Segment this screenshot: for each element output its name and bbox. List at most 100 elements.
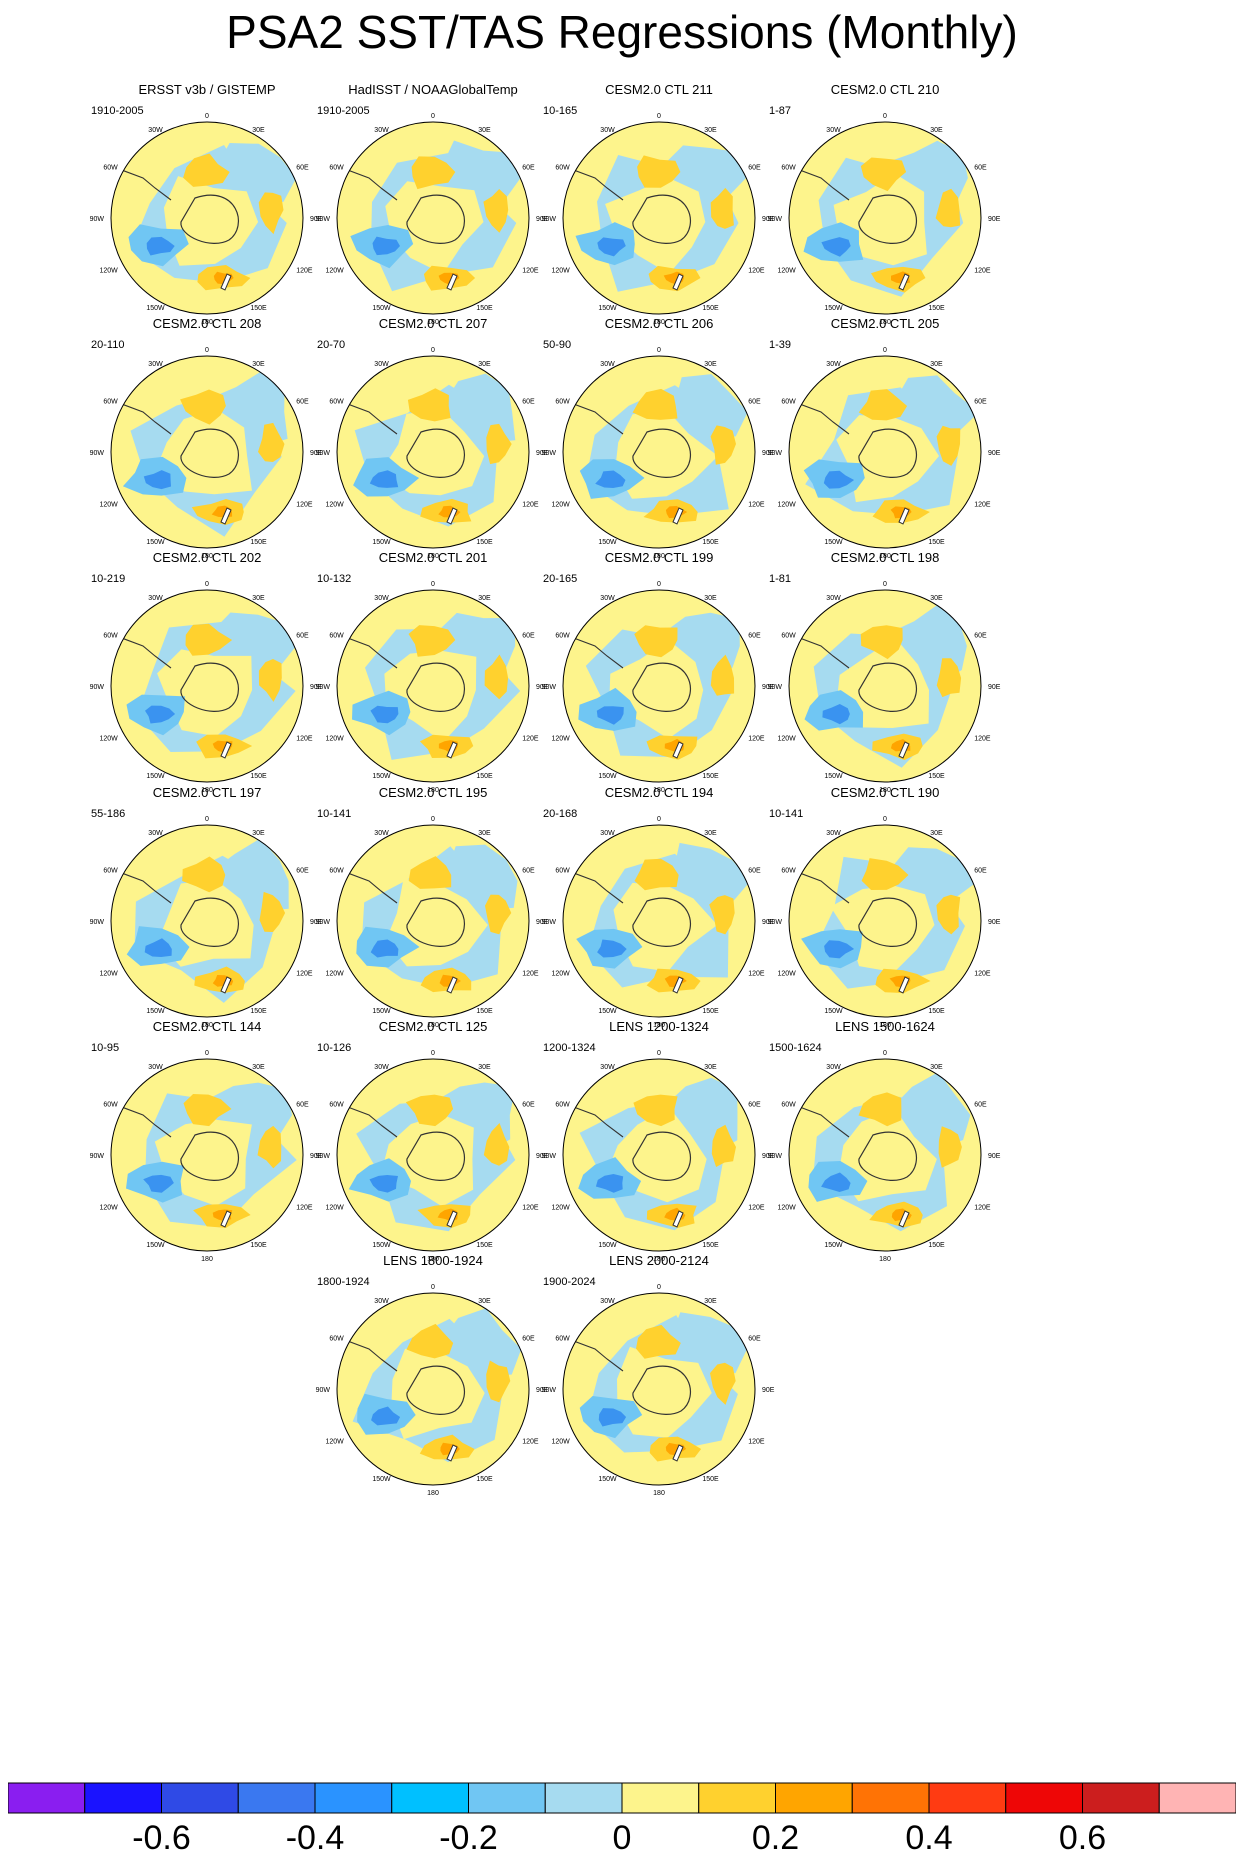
new-zealand <box>898 507 910 525</box>
longitude-label: 150E <box>928 539 945 546</box>
longitude-label: 90E <box>536 450 549 457</box>
panel-title: HadISST / NOAAGlobalTemp <box>348 82 518 97</box>
panel-period: 20-70 <box>317 339 346 351</box>
positive-anomaly-region <box>613 882 718 972</box>
antarctica-coastline <box>406 1131 465 1181</box>
map-panel: LENS 1500-1624 0 30E 60E 90E 120E 150E 180 150W 1… <box>763 1019 1007 1289</box>
longitude-label: 120W <box>326 1439 345 1446</box>
longitude-label: 120E <box>748 1205 765 1212</box>
new-zealand <box>446 741 458 759</box>
longitude-label: 90E <box>536 919 549 926</box>
longitude-label: 120E <box>296 268 313 275</box>
positive-anomaly-center <box>483 189 509 233</box>
south-america-coastline <box>789 633 850 669</box>
longitude-label: 150W <box>598 539 617 546</box>
negative-anomaly-core <box>595 1174 624 1193</box>
positive-anomaly-center <box>935 188 961 228</box>
new-zealand <box>220 507 232 525</box>
longitude-label: 180 <box>201 787 213 794</box>
panel-title: CESM2.0 CTL 194 <box>604 785 714 800</box>
map-boundary <box>110 355 304 549</box>
positive-anomaly-center <box>711 1124 736 1167</box>
longitude-label: 180 <box>879 1256 891 1263</box>
longitude-label: 0 <box>205 347 209 354</box>
positive-anomaly-center <box>405 1094 454 1127</box>
negative-anomaly-core <box>824 940 855 959</box>
longitude-label: 0 <box>883 113 887 120</box>
panel-period: 1-81 <box>769 573 792 585</box>
positive-anomaly-center <box>486 1360 511 1403</box>
negative-anomaly-core <box>597 237 626 257</box>
map-panel: CESM2.0 CTL 197 0 30E 60E 90E 120E 150E 180 150W… <box>85 785 329 1055</box>
map-boundary <box>336 589 530 783</box>
longitude-label: 180 <box>653 1022 665 1029</box>
longitude-label: 180 <box>427 1256 439 1263</box>
antarctica-coastline <box>858 194 917 244</box>
map-boundary <box>336 824 530 1018</box>
negative-anomaly-core <box>823 470 855 489</box>
longitude-label: 90W <box>542 919 557 926</box>
longitude-label: 0 <box>431 1284 435 1291</box>
longitude-label: 60E <box>522 633 535 640</box>
positive-anomaly-center <box>710 425 736 465</box>
longitude-label: 180 <box>201 553 213 560</box>
negative-anomaly-core <box>145 705 176 724</box>
longitude-label: 180 <box>879 553 891 560</box>
longitude-label: 30W <box>600 127 615 134</box>
new-zealand <box>446 507 458 525</box>
longitude-label: 150E <box>476 773 493 780</box>
colorbar-swatch <box>851 1782 930 1814</box>
longitude-label: 0 <box>205 113 209 120</box>
negative-anomaly-core <box>822 704 850 725</box>
colorbar-swatch <box>544 1782 623 1814</box>
panel-title: ERSST v3b / GISTEMP <box>138 82 276 97</box>
positive-anomaly-region <box>836 637 929 728</box>
negative-anomaly-core <box>143 470 171 490</box>
longitude-label: 150W <box>146 539 165 546</box>
longitude-label: 150W <box>824 1008 843 1015</box>
longitude-label: 120E <box>974 736 991 743</box>
longitude-label: 30W <box>600 1064 615 1071</box>
map-panel: CESM2.0 CTL 195 0 30E 60E 90E 120E 150E 180 150W… <box>311 785 555 1055</box>
longitude-label: 120E <box>748 1439 765 1446</box>
longitude-label: 120E <box>296 1205 313 1212</box>
longitude-label: 150E <box>250 1008 267 1015</box>
longitude-label: 30W <box>826 361 841 368</box>
polar-map: 0 30E 60E 90E 120E 150E 180 150W 120W 90W 60W 30W <box>316 816 549 1029</box>
south-america-coastline <box>789 399 850 435</box>
map-boundary <box>110 1058 304 1252</box>
negative-anomaly-core <box>595 470 626 488</box>
panel-period: 10-95 <box>91 1042 120 1054</box>
page-title: PSA2 SST/TAS Regressions (Monthly) <box>226 6 1018 58</box>
negative-anomaly-core <box>370 705 399 724</box>
colorbar-tick-label: 0 <box>612 1819 632 1857</box>
antarctica-coastline <box>406 662 465 712</box>
map-boundary <box>562 1058 756 1252</box>
map-boundary <box>562 355 756 549</box>
longitude-label: 60E <box>522 1102 535 1109</box>
longitude-label: 60W <box>329 868 344 875</box>
longitude-label: 120W <box>552 1205 571 1212</box>
longitude-label: 90E <box>762 684 775 691</box>
longitude-label: 150E <box>702 305 719 312</box>
longitude-label: 60W <box>103 399 118 406</box>
longitude-label: 150W <box>372 539 391 546</box>
polar-map: 0 30E 60E 90E 120E 150E 180 150W 120W 90W 60W 30W <box>542 816 775 1029</box>
panel-period: 10-126 <box>317 1042 352 1054</box>
longitude-label: 90E <box>762 216 775 223</box>
positive-anomaly-region <box>391 1348 485 1440</box>
longitude-label: 60E <box>296 868 309 875</box>
new-zealand <box>220 273 232 291</box>
longitude-label: 30W <box>600 595 615 602</box>
colorbar-tick-label: -0.6 <box>132 1819 191 1857</box>
map-panel: CESM2.0 CTL 211 0 30E 60E 90E 120E 150E 180 150W… <box>537 82 781 352</box>
panel-period: 1800-1924 <box>317 1276 370 1288</box>
longitude-label: 30E <box>478 1064 491 1071</box>
longitude-label: 30W <box>148 127 163 134</box>
longitude-label: 90W <box>316 1387 331 1394</box>
positive-anomaly-center <box>408 856 452 889</box>
colorbar-swatch <box>237 1782 316 1814</box>
longitude-label: 150E <box>702 1242 719 1249</box>
antarctica-coastline <box>858 897 917 947</box>
south-america-coastline <box>111 1102 172 1138</box>
